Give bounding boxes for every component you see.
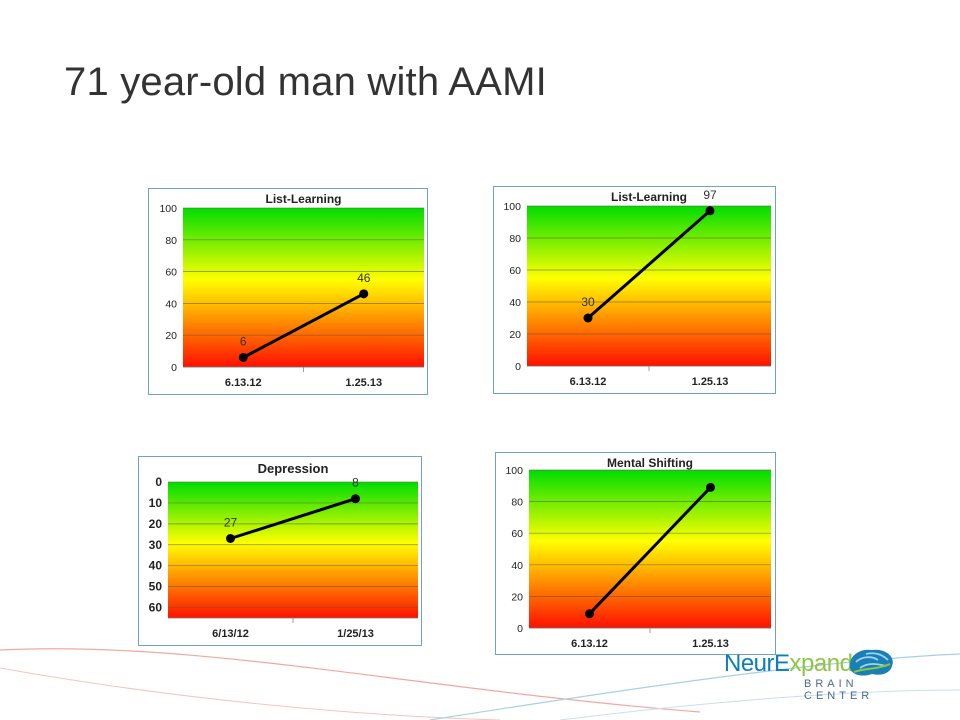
y-tick-label: 0	[515, 361, 521, 373]
data-point	[585, 609, 594, 619]
y-tick-label: 60	[165, 267, 177, 279]
series-line	[230, 497, 356, 540]
y-tick-label: 80	[509, 233, 521, 245]
series-line	[587, 209, 711, 320]
y-tick-label: 20	[165, 330, 177, 342]
y-tick-label: 100	[503, 201, 521, 213]
neurexpand-logo: NeurExpand BRAIN CENTER	[724, 646, 904, 702]
y-tick-label: 40	[509, 297, 521, 309]
y-tick-label: 100	[159, 203, 177, 215]
logo-subtitle: BRAIN CENTER	[804, 678, 874, 702]
y-tick-label: 40	[149, 559, 163, 573]
data-point	[706, 482, 715, 492]
logo-word-part1: NeurE	[724, 650, 790, 677]
chart-title: Depression	[258, 461, 329, 476]
x-tick-label: 6.13.12	[225, 377, 262, 389]
chart-mental-shifting: 0 20 40 60 80 100 6.13.12 1.25.13 Mental Shiftin…	[495, 452, 776, 660]
y-tick-label: 40	[165, 298, 177, 310]
data-point	[226, 533, 235, 543]
data-label: 6	[240, 334, 247, 348]
y-tick-label: 100	[505, 465, 523, 477]
chart-depression: 0 10 20 30 40 50 60 6/13/12 1/25/13 Depression 27 8	[138, 456, 422, 651]
slide-title: 71 year-old man with AAMI	[64, 60, 547, 104]
y-tick-label: 20	[509, 329, 521, 341]
y-tick-label: 50	[149, 580, 163, 594]
data-label: 46	[357, 271, 371, 285]
y-tick-label: 0	[155, 475, 162, 489]
data-point	[359, 289, 369, 299]
data-label: 30	[581, 295, 595, 309]
series-line	[588, 486, 712, 615]
data-point	[238, 352, 248, 362]
y-tick-label: 10	[149, 496, 163, 510]
chart-list-learning-1: 0 20 40 60 80 100 6.13.12 1.25.13 List-Learning 6…	[148, 188, 428, 400]
data-label: 8	[352, 476, 359, 490]
chart-title: List-Learning	[611, 190, 687, 204]
y-tick-label: 20	[511, 591, 523, 603]
data-point	[705, 206, 715, 216]
chart-title: Mental Shifting	[607, 456, 693, 470]
data-label: 27	[224, 515, 238, 529]
logo-word-part2: xpand	[789, 650, 853, 677]
x-tick-label: 6.13.12	[571, 638, 608, 650]
chart-title: List-Learning	[265, 192, 341, 206]
data-label: 97	[703, 188, 717, 202]
y-tick-label: 30	[149, 538, 163, 552]
y-tick-label: 40	[511, 560, 523, 572]
y-tick-label: 0	[517, 623, 523, 635]
brain-icon	[849, 649, 893, 676]
chart-list-learning-2: 0 20 40 60 80 100 6.13.12 1.25.13 List-Learning 3…	[493, 186, 776, 399]
x-tick-label: 6/13/12	[212, 628, 249, 640]
plot-area	[527, 206, 771, 366]
y-tick-label: 80	[511, 497, 523, 509]
y-tick-label: 60	[149, 601, 163, 615]
x-tick-label: 1.25.13	[692, 376, 729, 388]
y-tick-label: 60	[509, 265, 521, 277]
y-tick-label: 60	[511, 528, 523, 540]
data-point	[351, 494, 360, 504]
plot-area	[168, 482, 418, 618]
y-tick-label: 80	[165, 235, 177, 247]
data-point	[583, 313, 593, 323]
y-tick-label: 0	[171, 362, 177, 374]
x-tick-label: 1/25/13	[337, 628, 374, 640]
x-tick-label: 1.25.13	[692, 638, 729, 650]
x-tick-label: 6.13.12	[570, 376, 607, 388]
y-tick-label: 20	[149, 517, 163, 531]
plot-area	[183, 208, 424, 367]
x-tick-label: 1.25.13	[345, 377, 382, 389]
series-line	[242, 292, 365, 359]
